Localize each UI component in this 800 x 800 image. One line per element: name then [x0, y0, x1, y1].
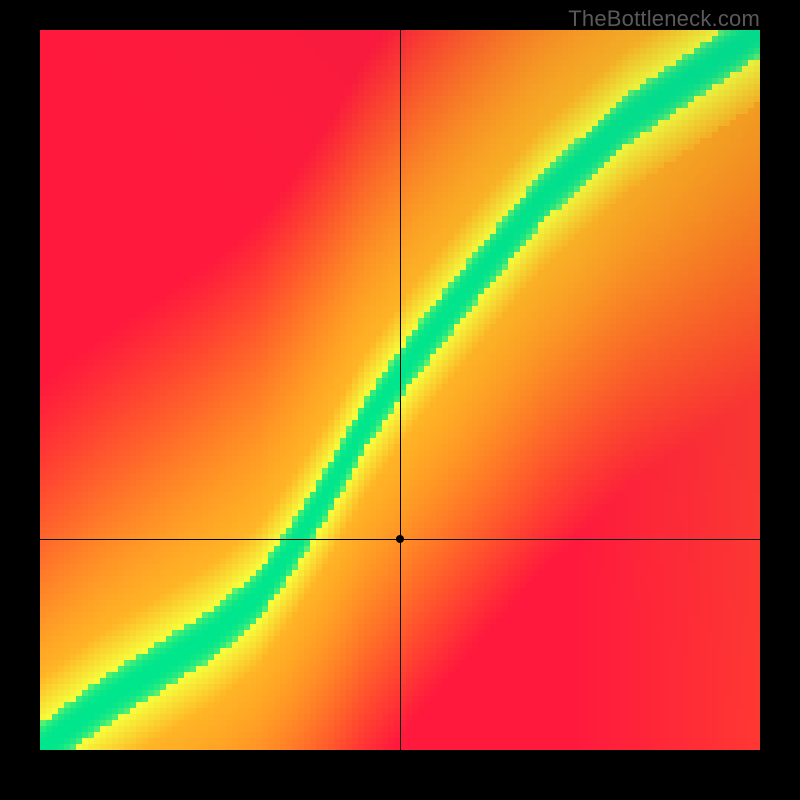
crosshair-vertical — [400, 30, 401, 750]
plot-area — [40, 30, 760, 750]
chart-container: TheBottleneck.com — [0, 0, 800, 800]
watermark-text: TheBottleneck.com — [568, 6, 760, 32]
marker-dot — [396, 535, 404, 543]
